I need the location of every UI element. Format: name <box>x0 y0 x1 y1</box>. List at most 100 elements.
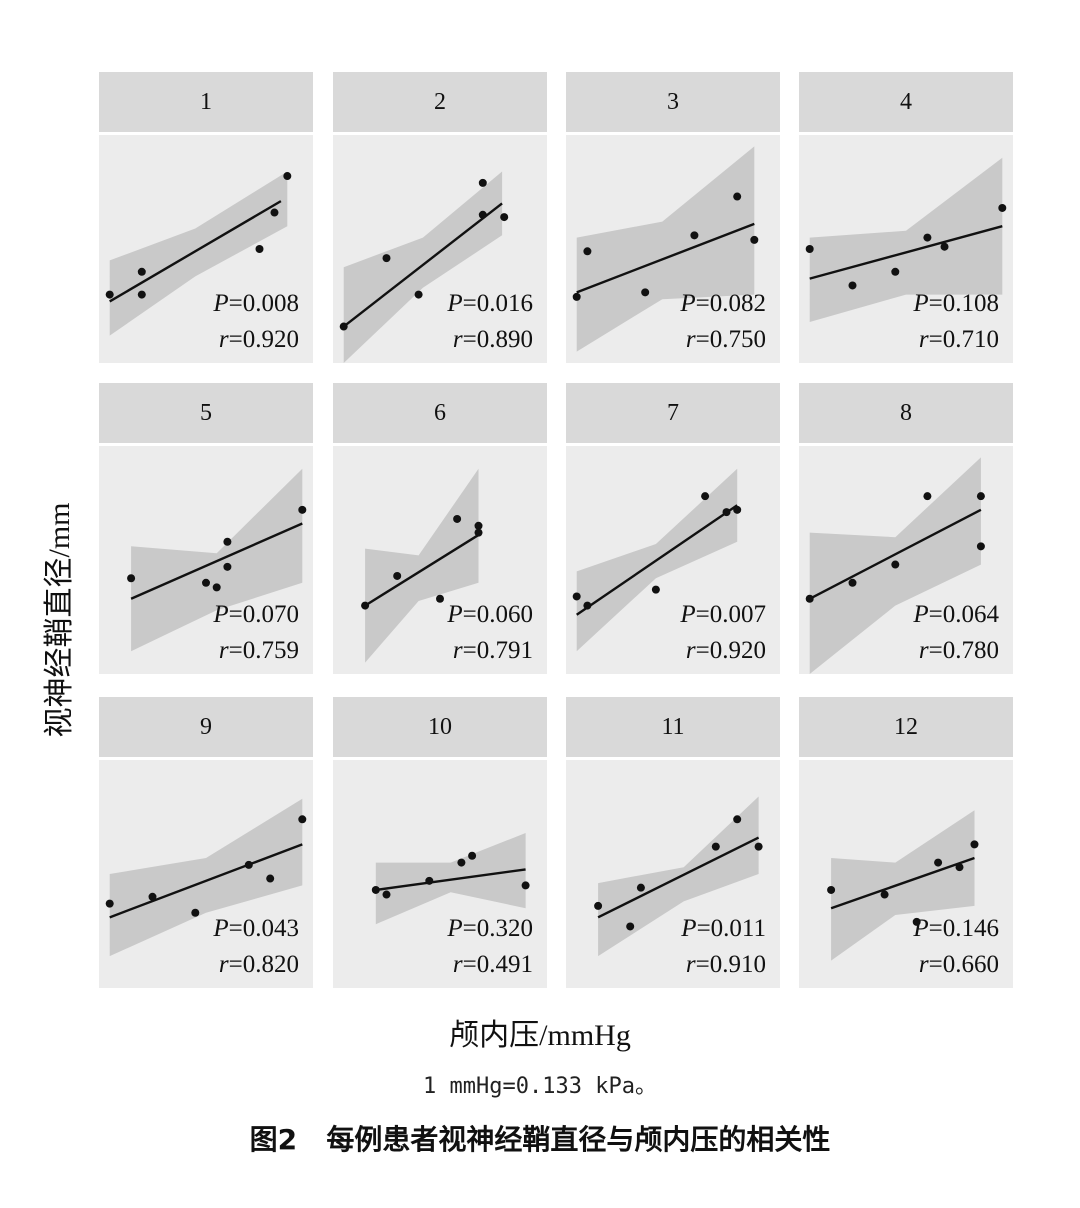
p-value-label: P=0.016 <box>447 290 533 318</box>
facet-panel-1: 1 P=0.008 r=0.920 <box>99 72 313 363</box>
y-axis-label: 视神经鞘直径/mm <box>43 502 76 738</box>
facet-panel-2: 2 P=0.016 r=0.890 <box>333 72 547 363</box>
p-value-label-symbol: P <box>447 290 463 317</box>
data-point <box>453 514 462 523</box>
facet-strip-label: 8 <box>799 383 1013 443</box>
regression-line <box>109 843 303 919</box>
data-point <box>976 492 985 501</box>
data-point <box>457 858 466 867</box>
r-value-label-symbol: r <box>218 637 229 664</box>
facet-strip-label: 10 <box>333 697 547 757</box>
facet-strip-label: 2 <box>333 72 547 132</box>
p-value-label-value: =0.108 <box>928 290 999 317</box>
p-value-label-symbol: P <box>681 915 697 942</box>
data-point <box>880 890 889 899</box>
r-value-label: r=0.660 <box>919 951 999 979</box>
p-value-label: P=0.070 <box>213 601 299 629</box>
unit-note: 1 mmHg=0.133 kPa。 <box>423 1074 657 1099</box>
r-value-label: r=0.890 <box>453 326 533 354</box>
p-value-label: P=0.043 <box>213 915 299 943</box>
p-value-label-value: =0.082 <box>695 290 766 317</box>
confidence-band <box>109 171 288 336</box>
data-point <box>382 890 391 899</box>
scatter-svg <box>361 468 483 663</box>
scatter-svg <box>805 457 985 674</box>
r-value-label-value: =0.920 <box>695 637 766 664</box>
data-point <box>998 203 1007 212</box>
data-point <box>244 860 253 869</box>
p-value-label: P=0.082 <box>680 290 766 318</box>
data-point <box>148 892 157 901</box>
data-point <box>970 840 979 849</box>
facet-strip-label: 3 <box>566 72 780 132</box>
data-point <box>414 290 423 299</box>
r-value-label: r=0.910 <box>686 951 766 979</box>
data-point <box>733 192 742 201</box>
p-value-label: P=0.064 <box>913 601 999 629</box>
p-value-label-symbol: P <box>447 915 463 942</box>
p-value-label-value: =0.016 <box>462 290 533 317</box>
p-value-label-value: =0.011 <box>696 915 766 942</box>
data-point <box>572 292 581 301</box>
p-value-label-symbol: P <box>913 915 929 942</box>
scatter-svg <box>572 468 742 652</box>
facet-panel-9: 9 P=0.043 r=0.820 <box>99 697 313 988</box>
data-point <box>371 885 380 894</box>
r-value-label: r=0.710 <box>919 326 999 354</box>
data-point <box>955 863 964 872</box>
p-value-label-value: =0.070 <box>228 601 299 628</box>
r-value-label-value: =0.791 <box>462 637 533 664</box>
r-value-label: r=0.491 <box>453 951 533 979</box>
data-point <box>212 583 221 592</box>
data-point <box>393 571 402 580</box>
confidence-band <box>343 171 503 363</box>
plot-area: P=0.011 r=0.910 <box>566 760 780 988</box>
facet-panel-6: 6 P=0.060 r=0.791 <box>333 383 547 674</box>
data-point <box>940 242 949 251</box>
data-point <box>912 917 921 926</box>
x-axis-label: 颅内压/mmHg <box>449 1019 631 1052</box>
data-point <box>283 172 292 181</box>
confidence-band <box>809 157 1003 322</box>
p-value-label: P=0.008 <box>213 290 299 318</box>
p-value-label-symbol: P <box>680 601 696 628</box>
r-value-label: r=0.820 <box>219 951 299 979</box>
data-point <box>891 560 900 569</box>
data-point <box>827 885 836 894</box>
facet-panel-3: 3 P=0.082 r=0.750 <box>566 72 780 363</box>
r-value-label-symbol: r <box>218 951 229 978</box>
facet-strip-label: 4 <box>799 72 1013 132</box>
r-value-label-symbol: r <box>918 637 929 664</box>
r-value-label-value: =0.920 <box>228 326 299 353</box>
r-value-label-symbol: r <box>452 326 463 353</box>
data-point <box>270 208 279 217</box>
facet-panel-10: 10 P=0.320 r=0.491 <box>333 697 547 988</box>
r-value-label-value: =0.750 <box>695 326 766 353</box>
data-point <box>105 290 114 299</box>
confidence-band <box>365 468 479 663</box>
r-value-label-symbol: r <box>918 951 929 978</box>
data-point <box>255 245 264 253</box>
data-point <box>848 578 857 587</box>
p-value-label: P=0.320 <box>447 915 533 943</box>
facet-strip-label: 11 <box>566 697 780 757</box>
data-point <box>478 178 487 187</box>
data-point <box>594 901 603 910</box>
scatter-svg <box>105 171 292 336</box>
facet-panel-8: 8 P=0.064 r=0.780 <box>799 383 1013 674</box>
r-value-label-value: =0.759 <box>228 637 299 664</box>
r-value-label-value: =0.910 <box>695 951 766 978</box>
scatter-svg <box>339 171 509 363</box>
data-point <box>891 267 900 276</box>
data-point <box>223 562 232 571</box>
data-point <box>127 574 136 583</box>
data-point <box>521 881 530 890</box>
p-value-label: P=0.007 <box>680 601 766 629</box>
facet-strip-label: 6 <box>333 383 547 443</box>
r-value-label: r=0.920 <box>219 326 299 354</box>
data-point <box>223 537 232 546</box>
plot-area: P=0.008 r=0.920 <box>99 135 313 363</box>
r-value-label-value: =0.710 <box>928 326 999 353</box>
data-point <box>202 578 210 587</box>
r-value-label-value: =0.660 <box>928 951 999 978</box>
